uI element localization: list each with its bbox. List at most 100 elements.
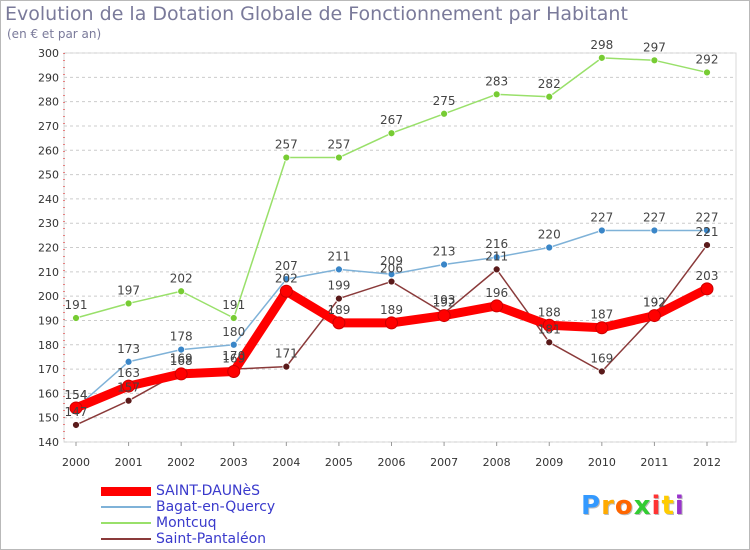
y-tick-label: 280 bbox=[38, 96, 59, 109]
data-point bbox=[279, 284, 293, 298]
logo-letter: r bbox=[601, 491, 615, 521]
data-point bbox=[545, 338, 554, 347]
x-tick-label: 2004 bbox=[272, 456, 300, 469]
data-point bbox=[335, 265, 343, 274]
data-point bbox=[437, 309, 451, 323]
data-label: 173 bbox=[117, 342, 140, 356]
data-point bbox=[492, 265, 501, 274]
data-point bbox=[440, 109, 448, 118]
legend-item: Saint-Pantaléon bbox=[101, 531, 361, 547]
data-label: 170 bbox=[222, 349, 245, 363]
data-point bbox=[595, 321, 609, 335]
data-point bbox=[177, 287, 186, 296]
data-label: 203 bbox=[696, 269, 719, 283]
data-label: 181 bbox=[538, 322, 561, 336]
data-label: 213 bbox=[433, 245, 456, 259]
logo-letter: i bbox=[651, 491, 662, 521]
x-tick-label: 2009 bbox=[535, 456, 563, 469]
data-label: 209 bbox=[380, 254, 403, 268]
y-tick-label: 250 bbox=[38, 169, 59, 182]
logo-letter: x bbox=[633, 491, 652, 521]
data-point bbox=[122, 379, 136, 393]
legend-label: Saint-Pantaléon bbox=[156, 531, 267, 547]
data-label: 196 bbox=[485, 286, 508, 300]
data-label: 211 bbox=[327, 249, 350, 263]
data-label: 275 bbox=[433, 94, 456, 108]
chart-subtitle: (en € et par an) bbox=[7, 27, 102, 41]
data-point bbox=[700, 282, 714, 296]
data-point bbox=[387, 129, 396, 138]
data-label: 178 bbox=[170, 330, 193, 344]
data-label: 267 bbox=[380, 113, 403, 127]
data-label: 154 bbox=[65, 388, 88, 402]
data-point bbox=[545, 92, 554, 101]
data-label: 168 bbox=[170, 354, 193, 368]
x-tick-label: 2007 bbox=[430, 456, 458, 469]
data-label: 211 bbox=[485, 249, 508, 263]
data-point bbox=[597, 226, 606, 235]
data-point bbox=[177, 345, 186, 354]
legend-swatch bbox=[101, 538, 151, 540]
data-label: 157 bbox=[117, 381, 140, 395]
data-label: 227 bbox=[696, 210, 719, 224]
data-label: 221 bbox=[696, 225, 719, 239]
data-label: 187 bbox=[590, 308, 613, 322]
data-label: 171 bbox=[275, 347, 298, 361]
data-point bbox=[703, 241, 711, 249]
data-point bbox=[282, 362, 291, 371]
y-tick-label: 170 bbox=[38, 363, 59, 376]
x-tick-label: 2005 bbox=[325, 456, 353, 469]
data-point bbox=[650, 226, 659, 235]
data-point bbox=[124, 357, 133, 366]
x-tick-label: 2003 bbox=[220, 456, 248, 469]
x-tick-label: 2002 bbox=[167, 456, 195, 469]
data-label: 216 bbox=[485, 237, 508, 251]
data-point bbox=[647, 309, 661, 323]
data-label: 297 bbox=[643, 40, 666, 54]
legend-label: SAINT-DAUNèS bbox=[156, 483, 260, 499]
data-point bbox=[492, 90, 501, 99]
data-label: 227 bbox=[590, 210, 613, 224]
data-label: 188 bbox=[538, 305, 561, 319]
data-point bbox=[69, 401, 83, 415]
data-label: 227 bbox=[643, 210, 666, 224]
series bbox=[69, 53, 714, 429]
data-point bbox=[282, 153, 291, 162]
data-point bbox=[542, 318, 556, 332]
data-point bbox=[545, 243, 554, 252]
x-tick-label: 2012 bbox=[693, 456, 721, 469]
data-label: 257 bbox=[275, 138, 298, 152]
data-point bbox=[229, 340, 238, 349]
data-point bbox=[385, 316, 398, 330]
legend-label: Montcuq bbox=[156, 515, 217, 531]
data-point bbox=[650, 56, 659, 65]
data-label: 169 bbox=[590, 351, 613, 365]
data-point bbox=[490, 299, 504, 313]
grid bbox=[63, 52, 737, 443]
data-point bbox=[492, 253, 501, 262]
data-point bbox=[282, 275, 291, 284]
data-label: 192 bbox=[643, 296, 666, 310]
x-tick-label: 2006 bbox=[378, 456, 406, 469]
legend-swatch bbox=[101, 522, 151, 524]
data-label: 220 bbox=[538, 228, 561, 242]
data-point bbox=[440, 260, 448, 269]
data-point bbox=[72, 421, 80, 429]
data-label: 298 bbox=[590, 38, 613, 52]
data-label: 257 bbox=[327, 138, 350, 152]
x-tick-label: 2008 bbox=[483, 456, 511, 469]
data-label: 180 bbox=[222, 325, 245, 339]
y-tick-label: 240 bbox=[38, 193, 59, 206]
data-label: 193 bbox=[433, 293, 456, 307]
data-label: 191 bbox=[65, 298, 88, 312]
data-label: 191 bbox=[222, 298, 245, 312]
axes: 140 150 160 170 180 190 200 210 220 230 240 250 260 2… bbox=[38, 47, 721, 469]
data-label: 192 bbox=[643, 296, 666, 310]
y-tick-label: 270 bbox=[38, 120, 59, 133]
y-tick-label: 230 bbox=[38, 217, 59, 230]
data-point bbox=[124, 299, 133, 308]
y-tick-label: 160 bbox=[38, 387, 59, 400]
y-tick-label: 140 bbox=[38, 436, 59, 449]
data-label: 283 bbox=[485, 74, 508, 88]
